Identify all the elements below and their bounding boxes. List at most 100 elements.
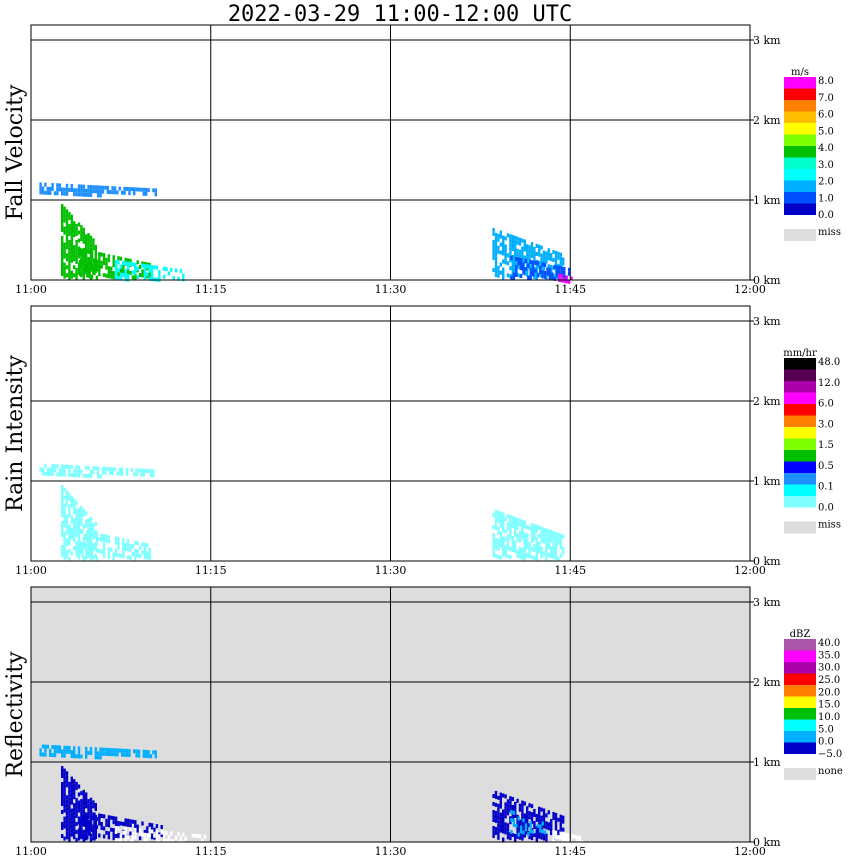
- data-cell: [497, 542, 500, 547]
- data-cell: [63, 784, 66, 789]
- data-cell: [538, 806, 541, 811]
- data-cell: [94, 257, 97, 261]
- data-cell: [182, 840, 185, 845]
- data-cell: [535, 817, 538, 822]
- legend-label: 0.5: [818, 461, 834, 472]
- data-cell: [111, 752, 114, 757]
- data-cell: [94, 823, 97, 827]
- data-cell: [131, 262, 135, 267]
- data-cell: [94, 249, 97, 253]
- data-cell: [528, 803, 531, 808]
- data-cell: [134, 275, 137, 280]
- data-cell: [172, 276, 175, 281]
- data-cell: [112, 275, 115, 280]
- data-cell: [61, 786, 64, 790]
- data-cell: [504, 260, 507, 265]
- data-cell: [528, 815, 531, 820]
- data-cell: [504, 553, 507, 558]
- data-cell: [61, 485, 64, 489]
- data-cell: [146, 264, 149, 269]
- data-cell: [90, 828, 94, 833]
- data-cell: [555, 273, 559, 278]
- data-cell: [122, 269, 125, 274]
- y-tick-label: 2 km: [753, 395, 781, 408]
- legend-swatch: [784, 192, 816, 204]
- data-cell: [554, 258, 558, 263]
- data-cell: [521, 258, 524, 263]
- data-cell: [518, 831, 522, 836]
- data-cell: [65, 241, 69, 246]
- data-cell: [542, 527, 546, 532]
- data-cell: [61, 790, 64, 794]
- data-cell: [550, 534, 553, 539]
- data-cell: [112, 556, 115, 561]
- data-cell: [514, 243, 517, 248]
- data-cell: [121, 748, 124, 753]
- data-cell: [150, 827, 154, 832]
- data-cell: [511, 524, 514, 528]
- data-cell: [73, 827, 76, 832]
- data-cell: [158, 274, 161, 279]
- data-cell: [547, 533, 550, 538]
- data-cell: [77, 511, 81, 516]
- data-cell: [92, 824, 95, 829]
- data-cell: [131, 552, 135, 557]
- data-cell: [511, 548, 514, 552]
- data-cell: [516, 525, 519, 530]
- data-cell: [149, 473, 153, 478]
- data-cell: [113, 190, 117, 195]
- data-cell: [517, 816, 520, 821]
- data-cell: [540, 526, 543, 531]
- data-cell: [563, 266, 566, 271]
- data-cell: [540, 534, 543, 539]
- data-cell: [61, 533, 64, 537]
- data-cell: [49, 752, 52, 757]
- data-cell: [75, 829, 78, 834]
- data-cell: [509, 234, 512, 239]
- data-cell: [518, 550, 522, 555]
- data-cell: [122, 554, 125, 559]
- data-cell: [523, 801, 526, 806]
- data-cell: [533, 825, 536, 829]
- data-cell: [531, 829, 535, 834]
- data-cell: [86, 534, 89, 539]
- data-cell: [497, 233, 500, 238]
- data-cell: [548, 271, 552, 276]
- data-cell: [70, 250, 73, 255]
- data-cell: [509, 242, 512, 247]
- data-cell: [88, 823, 91, 828]
- data-cell: [504, 806, 507, 811]
- data-cell: [61, 272, 64, 276]
- data-cell: [44, 748, 47, 753]
- data-cell: [87, 554, 90, 559]
- data-cell: [90, 254, 94, 259]
- data-cell: [73, 265, 76, 270]
- data-cell: [87, 815, 90, 820]
- data-cell: [523, 243, 526, 248]
- data-cell: [528, 249, 531, 254]
- data-cell: [75, 516, 78, 521]
- data-cell: [131, 819, 135, 824]
- data-cell: [112, 836, 115, 841]
- data-cell: [502, 817, 505, 822]
- data-cell: [106, 466, 109, 471]
- data-cell: [68, 211, 71, 216]
- data-cell: [112, 816, 115, 821]
- data-cell: [68, 825, 71, 830]
- data-cell: [141, 542, 144, 547]
- data-cell: [63, 511, 66, 516]
- data-cell: [136, 828, 139, 833]
- data-cell: [114, 816, 118, 821]
- data-cell: [110, 827, 113, 832]
- data-cell: [492, 794, 495, 798]
- data-cell: [494, 830, 498, 835]
- data-cell: [523, 536, 526, 541]
- data-cell: [53, 753, 57, 758]
- data-cell: [73, 510, 76, 515]
- data-cell: [499, 535, 502, 540]
- data-cell: [78, 822, 82, 826]
- data-cell: [137, 187, 141, 192]
- data-cell: [117, 821, 120, 825]
- data-cell: [536, 273, 540, 278]
- legend-label: 3.0: [818, 419, 834, 430]
